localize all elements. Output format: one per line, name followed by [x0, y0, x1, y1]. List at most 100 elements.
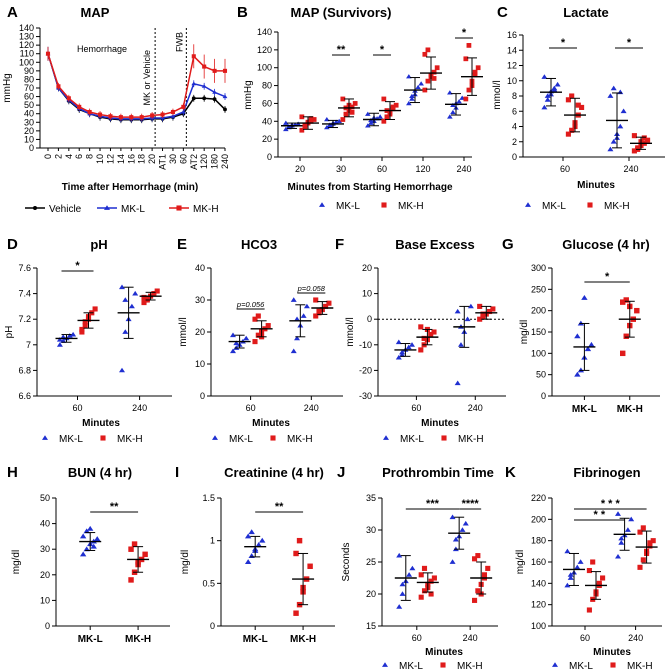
data-point: [607, 146, 614, 152]
data-point: [290, 297, 297, 302]
y-axis-label-J: Seconds: [341, 543, 352, 582]
y-tick-label-F: -30: [359, 391, 372, 401]
data-point: [128, 577, 134, 583]
panel-label-J: J: [337, 464, 345, 481]
y-axis-label-H: mg/dl: [11, 550, 22, 574]
x-axis-label-K: Minutes: [593, 647, 631, 658]
x-axis-label-E: Minutes: [252, 418, 290, 429]
data-point: [243, 335, 250, 341]
data-point: [569, 127, 575, 133]
data-point: [313, 313, 319, 319]
chart-title-F: Base Excess: [395, 237, 475, 252]
data-point: [132, 290, 139, 296]
data-point: [128, 546, 134, 552]
data-point: [463, 56, 469, 62]
significance-label: *: [380, 44, 385, 56]
x-tick-label-J: 240: [463, 633, 478, 643]
data-point: [554, 81, 561, 87]
y-tick-label-D: 6.6: [18, 391, 31, 401]
significance-label: *: [605, 271, 610, 283]
data-point: [56, 342, 63, 347]
y-axis-label-B: mmHg: [243, 80, 254, 109]
data-point: [302, 122, 308, 128]
data-point: [56, 84, 61, 89]
data-point: [202, 96, 207, 101]
data-point: [487, 308, 493, 315]
data-point: [628, 516, 635, 522]
data-point: [82, 319, 88, 325]
data-point: [650, 538, 656, 544]
significance-label: *: [462, 27, 467, 39]
x-tick-label-B: 240: [456, 164, 471, 174]
data-point: [393, 102, 399, 108]
data-point: [94, 536, 101, 541]
panel-label-G: G: [502, 236, 514, 253]
data-point: [79, 551, 87, 557]
y-tick-label-F: 20: [362, 263, 372, 273]
y-tick-label-C: 2: [512, 137, 517, 147]
x-tick-label-I: MK-H: [290, 634, 316, 645]
y-tick-label-A: 80: [24, 74, 34, 84]
data-point: [418, 81, 424, 86]
legend-marker-vehicle: [33, 206, 37, 210]
data-point: [255, 332, 261, 338]
data-point: [299, 127, 305, 133]
data-point: [615, 511, 621, 516]
data-point: [377, 114, 383, 119]
data-point: [462, 520, 469, 526]
data-point: [294, 316, 301, 322]
x-tick-label-C: 60: [560, 164, 570, 174]
data-point: [472, 556, 478, 562]
data-point: [607, 93, 614, 98]
data-point: [300, 313, 307, 318]
x-tick-label-I: MK-L: [243, 634, 268, 645]
data-point: [617, 123, 624, 129]
data-point: [307, 563, 313, 569]
x-tick-label-A: 10: [95, 154, 105, 164]
y-tick-label-D: 6.8: [18, 365, 31, 375]
data-point: [384, 114, 390, 120]
data-point: [252, 339, 258, 345]
data-point: [464, 316, 471, 322]
data-point: [170, 114, 176, 118]
data-point: [222, 94, 228, 99]
data-point: [244, 559, 252, 565]
legend-label: MK-L: [542, 201, 566, 212]
panel-label-D: D: [7, 236, 18, 253]
legend-marker: [381, 202, 387, 208]
data-point: [421, 588, 428, 594]
panel-label-A: A: [7, 4, 18, 21]
data-point: [541, 104, 548, 110]
data-point: [409, 565, 416, 571]
y-tick-label-B: 40: [262, 116, 272, 126]
panel-label-B: B: [237, 4, 248, 21]
legend-marker: [100, 435, 106, 441]
x-tick-label-A: AT1: [158, 154, 168, 170]
data-point: [425, 47, 431, 53]
data-point: [574, 564, 581, 570]
y-tick-label-D: 7: [26, 340, 31, 350]
y-tick-label-J: 25: [366, 557, 376, 567]
data-point: [431, 69, 437, 75]
data-point: [637, 529, 643, 535]
data-point: [459, 527, 466, 532]
y-tick-label-A: 0: [29, 143, 34, 153]
y-tick-label-K: 200: [531, 514, 546, 524]
data-point: [87, 525, 94, 531]
y-tick-label-G: 150: [531, 327, 546, 337]
data-point: [303, 303, 310, 309]
data-point: [340, 96, 346, 102]
significance-label: **: [275, 501, 284, 513]
y-tick-label-A: 100: [19, 57, 34, 67]
y-tick-label-C: 4: [512, 122, 517, 132]
y-axis-label-G: mg/dl: [519, 320, 530, 344]
panel-label-I: I: [175, 464, 179, 481]
data-point: [640, 525, 646, 531]
y-tick-label-B: 20: [262, 134, 272, 144]
data-point: [45, 51, 51, 56]
data-point: [79, 329, 85, 335]
legend-label: MK-H: [117, 434, 143, 445]
y-tick-label-E: 10: [195, 359, 205, 369]
legend-marker: [587, 202, 593, 208]
